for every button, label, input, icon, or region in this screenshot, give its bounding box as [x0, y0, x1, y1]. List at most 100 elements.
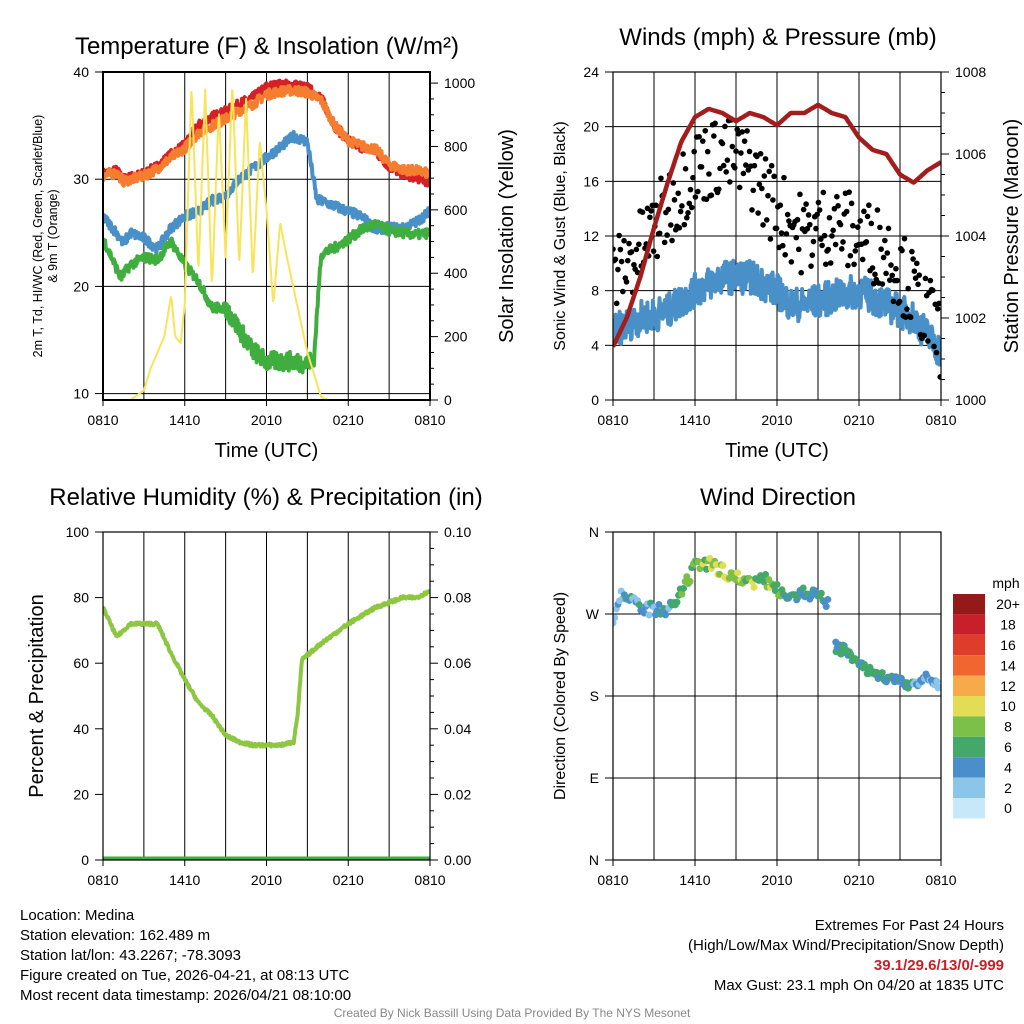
- gust-point: [727, 179, 733, 185]
- direction-point: [635, 601, 643, 609]
- gust-point: [927, 277, 934, 284]
- gust-point: [830, 227, 836, 234]
- colorbar-swatch: [953, 634, 985, 656]
- gust-point: [677, 208, 684, 215]
- gust-point: [650, 248, 657, 254]
- x-tick-label: 0210: [333, 872, 364, 888]
- gust-point: [848, 200, 855, 207]
- gust-point: [762, 156, 769, 162]
- gust-point: [922, 275, 929, 282]
- gust-point: [656, 230, 663, 237]
- elevation-text: Station elevation: 162.489 m: [20, 927, 211, 944]
- gust-point: [636, 241, 642, 248]
- y-tick-label: 30: [73, 171, 89, 187]
- colorbar-level-label: 10: [1000, 698, 1016, 714]
- gust-point: [724, 157, 731, 163]
- right-y-tick-label: 1000: [955, 392, 986, 408]
- gust-point: [930, 287, 936, 294]
- x-tick-label: 0810: [925, 872, 956, 888]
- gust-point: [623, 279, 630, 285]
- gust-point: [788, 259, 795, 265]
- right-y-tick-label: 0.04: [444, 721, 471, 737]
- gust-point: [750, 187, 757, 194]
- y-tick-label: 16: [583, 173, 599, 189]
- right-y-tick-label: 800: [444, 138, 468, 154]
- chart-title: Relative Humidity (%) & Precipitation (i…: [49, 484, 482, 511]
- y-tick-label: 20: [73, 278, 89, 294]
- gust-point: [910, 256, 916, 262]
- direction-point: [799, 584, 807, 592]
- direction-point: [817, 589, 825, 597]
- gust-point: [736, 184, 743, 191]
- colorbar-swatch: [953, 736, 985, 758]
- right-y-tick-label: 0.08: [444, 590, 471, 606]
- gust-point: [669, 237, 675, 244]
- gust-point: [869, 265, 876, 271]
- gust-point: [719, 140, 726, 147]
- gust-point: [620, 288, 626, 295]
- gust-point: [658, 175, 664, 182]
- gust-point: [874, 207, 881, 213]
- colorbar-swatch: [953, 777, 985, 798]
- gust-point: [681, 221, 688, 228]
- right-y-tick-label: 0.06: [444, 655, 471, 671]
- y-tick-label: 4: [591, 337, 599, 353]
- station-info: Location: Medina Station elevation: 162.…: [20, 906, 351, 1006]
- gust-point: [893, 265, 899, 272]
- chart-title: Winds (mph) & Pressure (mb): [619, 24, 936, 51]
- gust-point: [617, 246, 624, 253]
- gust-point: [859, 256, 866, 263]
- gust-point: [909, 248, 915, 255]
- panel-0: [95, 71, 438, 406]
- gust-point: [613, 246, 616, 252]
- y-tick-label: 10: [73, 386, 89, 402]
- chart-title: Wind Direction: [700, 484, 856, 511]
- colorbar-swatch: [953, 696, 985, 717]
- timestamp-text: Most recent data timestamp: 2026/04/21 0…: [20, 987, 352, 1004]
- extremes-subtitle: (High/Low/Max Wind/Precipitation/Snow De…: [688, 937, 1004, 954]
- y-tick-label: 40: [73, 64, 89, 80]
- gust-point: [840, 239, 846, 245]
- gust-point: [851, 261, 857, 268]
- gust-point: [615, 266, 621, 273]
- gust-point: [616, 232, 622, 239]
- gust-point: [759, 185, 765, 192]
- x-tick-label: 1410: [679, 872, 710, 888]
- colorbar-label: mph: [992, 575, 1019, 591]
- gust-point: [613, 300, 620, 307]
- gust-point: [639, 209, 646, 215]
- gust-point: [819, 242, 825, 249]
- gust-point: [692, 194, 699, 200]
- gust-point: [733, 148, 739, 155]
- direction-point: [936, 683, 941, 691]
- gust-point: [815, 199, 822, 206]
- gust-point: [628, 249, 635, 255]
- gust-point: [822, 261, 829, 268]
- gust-point: [934, 306, 941, 312]
- gust-point: [665, 206, 672, 213]
- gust-point: [706, 171, 712, 177]
- gust-point: [722, 123, 728, 130]
- gust-point: [847, 252, 854, 259]
- gust-point: [843, 208, 850, 215]
- y-tick-label: 80: [73, 590, 89, 606]
- x-tick-label: 0810: [414, 412, 445, 428]
- gust-point: [915, 281, 921, 288]
- gust-point: [768, 162, 775, 169]
- gust-point: [781, 174, 787, 181]
- y-tick-label: S: [590, 688, 599, 704]
- direction-point: [678, 590, 686, 598]
- gust-point: [821, 232, 828, 239]
- y-axis-label: Direction (Colored By Speed): [552, 592, 569, 800]
- gust-point: [756, 181, 763, 188]
- right-y-axis-label: Station Pressure (Maroon): [1001, 119, 1023, 354]
- gust-point: [720, 162, 727, 169]
- gust-point: [751, 162, 758, 169]
- gust-point: [870, 280, 877, 287]
- gust-point: [779, 242, 786, 249]
- gust-point: [805, 212, 812, 218]
- direction-point: [762, 570, 770, 578]
- y-axis-label: 2m T, Td, HI/WC (Red, Green, Scarlet/Blu…: [31, 115, 45, 358]
- gust-point: [648, 208, 654, 214]
- gust-point: [783, 231, 790, 237]
